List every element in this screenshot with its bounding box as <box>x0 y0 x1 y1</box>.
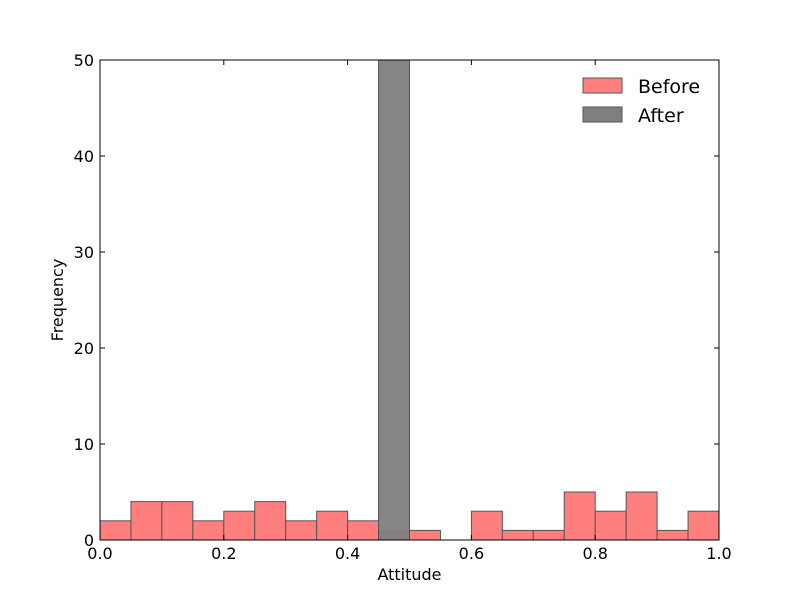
x-tick-label: 0.6 <box>459 544 484 563</box>
before-bar <box>99 520 132 541</box>
before-bar <box>223 510 256 541</box>
legend-swatch-after <box>582 106 623 123</box>
legend-label-before: Before <box>638 76 700 98</box>
before-bar <box>192 520 225 541</box>
after-bar <box>378 59 410 541</box>
y-axis-ticks: 0 10 20 30 40 50 <box>74 51 719 550</box>
y-tick-label: 40 <box>74 147 94 166</box>
y-tick-label: 10 <box>74 435 94 454</box>
legend-label-after: After <box>638 105 684 127</box>
y-axis-label: Frequency <box>48 259 67 342</box>
before-bar <box>285 520 318 541</box>
before-bar <box>409 529 441 541</box>
x-tick-label: 1.0 <box>706 544 731 563</box>
x-tick-label: 0.4 <box>335 544 360 563</box>
before-bar <box>470 510 503 541</box>
y-tick-label: 20 <box>74 339 94 358</box>
after-bars <box>378 59 410 541</box>
before-bar <box>594 510 627 541</box>
before-bar <box>130 501 163 541</box>
before-bar <box>161 501 194 541</box>
before-bar <box>316 510 349 541</box>
before-bar <box>532 529 565 541</box>
y-tick-label: 30 <box>74 243 94 262</box>
x-tick-label: 0.0 <box>87 544 112 563</box>
before-bar <box>687 510 720 541</box>
x-axis-ticks: 0.0 0.2 0.4 0.6 0.8 1.0 <box>87 60 732 563</box>
before-bar <box>656 529 689 541</box>
before-bar <box>254 501 287 541</box>
x-tick-label: 0.2 <box>211 544 236 563</box>
before-bars <box>99 491 720 541</box>
legend-swatch-before <box>582 77 623 94</box>
before-bar <box>563 491 596 541</box>
y-tick-label: 50 <box>74 51 94 70</box>
legend: Before After <box>582 76 700 127</box>
plot-frame <box>99 59 720 541</box>
x-tick-label: 0.8 <box>582 544 607 563</box>
x-axis-label: Attitude <box>377 565 441 584</box>
before-bar <box>625 491 658 541</box>
before-bar <box>501 529 534 541</box>
y-tick-label: 0 <box>84 531 94 550</box>
before-bar <box>347 520 380 541</box>
